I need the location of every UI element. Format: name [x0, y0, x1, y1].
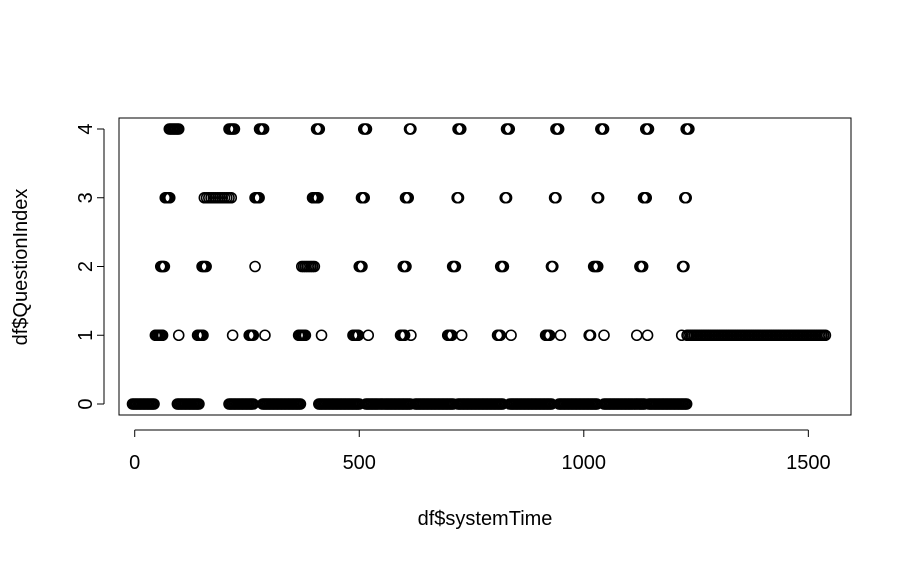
data-point: [503, 123, 516, 135]
data-point: [455, 329, 468, 342]
data-point: [193, 398, 205, 410]
data-point: [678, 260, 690, 273]
x-axis-label: df$systemTime: [418, 508, 553, 530]
y-tick-label: 0: [75, 398, 97, 409]
x-tick-label: 1500: [786, 452, 831, 474]
data-point: [163, 191, 176, 204]
data-point: [402, 191, 415, 204]
data-point: [642, 123, 655, 135]
data-point: [253, 191, 265, 204]
data-point: [172, 329, 185, 342]
y-tick-label: 4: [75, 123, 97, 134]
data-point: [362, 329, 375, 342]
data-point: [400, 260, 412, 273]
data-point: [497, 260, 510, 273]
data-point: [226, 329, 239, 342]
data-point: [500, 191, 513, 204]
data-point: [312, 191, 324, 204]
data-point: [683, 123, 695, 135]
data-point: [819, 329, 832, 342]
data-point: [452, 191, 465, 204]
data-point: [225, 191, 238, 204]
data-point: [308, 260, 321, 273]
data-point: [172, 123, 185, 135]
data-point: [294, 398, 307, 410]
x-tick-label: 500: [343, 452, 376, 474]
y-tick-label: 2: [75, 261, 97, 272]
data-points: [126, 123, 832, 410]
data-point: [259, 329, 271, 342]
data-point: [299, 329, 312, 342]
data-point: [358, 191, 371, 204]
data-point: [597, 123, 610, 135]
data-point: [156, 329, 169, 342]
data-point: [405, 329, 417, 342]
data-point: [640, 191, 653, 204]
data-point: [315, 329, 328, 342]
data-point: [554, 329, 567, 342]
data-point: [641, 329, 654, 342]
x-tick-label: 0: [129, 452, 140, 474]
data-point: [505, 329, 517, 342]
data-point: [449, 260, 462, 273]
y-axis-label: df$QuestionIndex: [10, 189, 32, 346]
plot-area-border: [118, 117, 852, 416]
x-tick-label: 1000: [562, 452, 607, 474]
y-tick-label: 1: [75, 330, 97, 341]
y-axis: 0 1 2 3 4: [75, 123, 105, 410]
data-point: [592, 191, 605, 204]
data-point: [630, 329, 643, 342]
data-point: [228, 123, 241, 135]
data-point: [356, 260, 368, 273]
data-point: [247, 329, 260, 342]
data-point: [360, 123, 373, 135]
data-point: [680, 191, 692, 204]
data-point: [249, 260, 261, 273]
data-point: [398, 329, 411, 342]
x-axis: 0 500 1000 1500: [129, 429, 831, 474]
data-point: [313, 123, 326, 135]
data-point: [158, 260, 171, 273]
data-point: [547, 260, 559, 273]
data-point: [550, 191, 562, 204]
data-point: [552, 123, 565, 135]
data-point: [680, 398, 693, 410]
data-point: [148, 398, 160, 410]
data-point: [591, 260, 604, 273]
data-point: [454, 123, 467, 135]
data-point: [200, 260, 212, 273]
data-point: [405, 123, 417, 135]
y-tick-label: 3: [75, 192, 97, 203]
data-point: [197, 329, 209, 342]
data-point: [257, 123, 270, 135]
data-point: [584, 329, 597, 342]
data-point: [636, 260, 649, 273]
data-point: [598, 329, 610, 342]
